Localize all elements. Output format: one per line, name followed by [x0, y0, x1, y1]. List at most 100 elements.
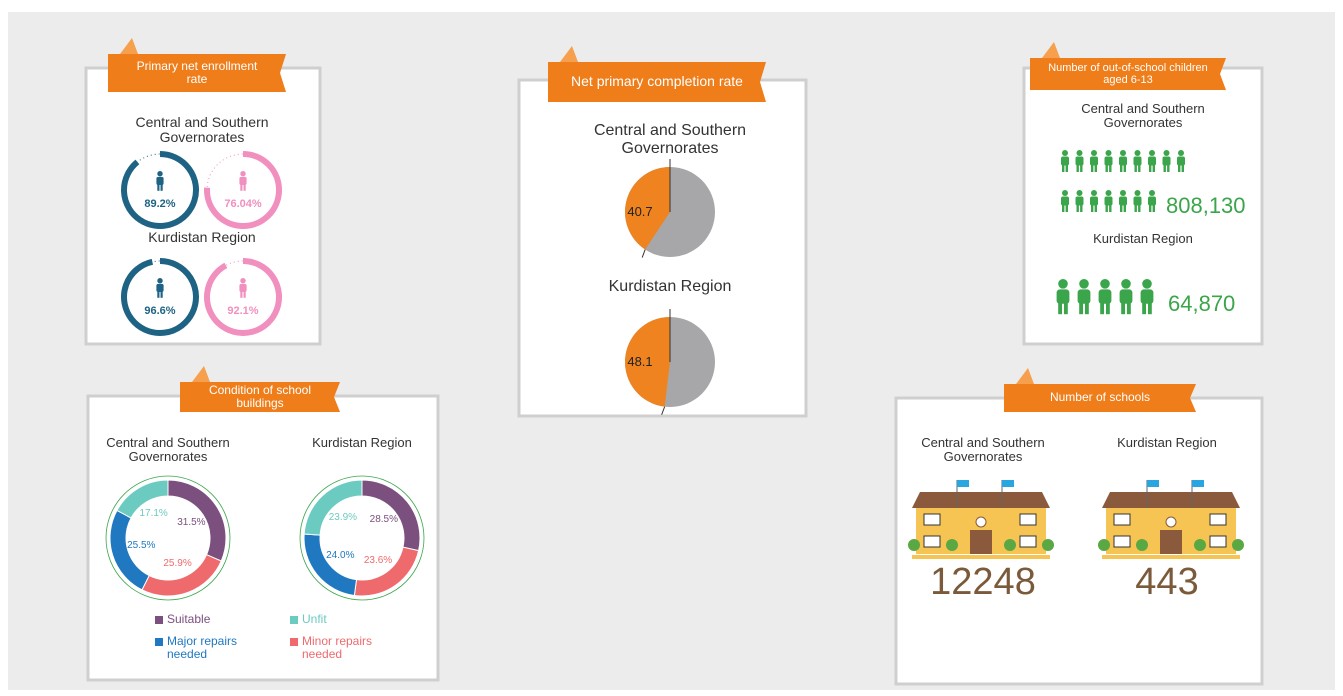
icon-leg: [1080, 165, 1082, 172]
panel-title: Condition of school buildings: [180, 382, 340, 412]
window: [1210, 536, 1226, 547]
icon-head: [1077, 150, 1083, 156]
group-name: Central and Southern Governorates: [893, 436, 1073, 465]
icon-body: [239, 284, 246, 292]
group-name: Central and Southern Governorates: [560, 122, 780, 157]
icon-body: [1057, 289, 1070, 303]
icon-body: [1105, 197, 1113, 206]
roof: [1102, 492, 1240, 508]
icon-body: [1105, 157, 1113, 166]
icon-head: [1062, 150, 1068, 156]
icon-head: [1142, 279, 1152, 289]
icon-leg: [1135, 165, 1137, 172]
window: [924, 536, 940, 547]
icon-head: [1091, 190, 1097, 196]
group-name: Central and Southern Governorates: [1053, 102, 1233, 131]
icon-leg: [1100, 303, 1104, 314]
icon-body: [1119, 197, 1127, 206]
icon-head: [1062, 190, 1068, 196]
value-label: 24.0%: [320, 550, 360, 561]
tree: [1194, 539, 1206, 551]
icon-leg: [1149, 205, 1151, 212]
panel-title: Number of out-of-school children aged 6-…: [1030, 58, 1226, 90]
legend-label: Major repairs needed: [167, 635, 257, 661]
value-label: 25.9%: [158, 558, 198, 569]
icon-leg: [1079, 303, 1083, 314]
icon-leg: [240, 292, 242, 298]
window: [1210, 514, 1226, 525]
icon-body: [156, 177, 163, 185]
ground: [1102, 555, 1240, 559]
icon-head: [1121, 279, 1131, 289]
icon-leg: [1120, 205, 1122, 212]
panel-title: Number of schools: [1004, 384, 1196, 412]
icon-body: [1076, 197, 1084, 206]
value-label: 28.5%: [364, 514, 404, 525]
value-label: 23.6%: [358, 555, 398, 566]
panel-title: Net primary completion rate: [548, 62, 766, 102]
icon-leg: [1138, 205, 1140, 212]
clock: [1166, 517, 1176, 527]
icon-head: [1079, 279, 1089, 289]
value-label: 23.9%: [323, 512, 363, 523]
icon-leg: [1127, 303, 1131, 314]
icon-leg: [1153, 165, 1155, 172]
tree: [1136, 539, 1148, 551]
infographic: Primary net enrollment rateCentral and S…: [0, 0, 1343, 696]
icon-head: [1149, 190, 1155, 196]
value-label: 443: [1087, 562, 1247, 604]
icon-leg: [1095, 165, 1097, 172]
icon-leg: [1077, 205, 1079, 212]
door: [1160, 530, 1182, 554]
clock: [976, 517, 986, 527]
group-name: Kurdistan Region: [110, 230, 294, 245]
icon-body: [1099, 289, 1112, 303]
legend-swatch: [155, 616, 163, 624]
icon-leg: [1142, 303, 1146, 314]
panel: [86, 68, 320, 344]
icon-body: [1090, 157, 1098, 166]
window: [1114, 536, 1130, 547]
icon-leg: [1149, 165, 1151, 172]
icon-leg: [1085, 303, 1089, 314]
window: [1020, 536, 1036, 547]
icon-leg: [240, 185, 242, 191]
value-label: 808,130: [1166, 194, 1256, 218]
icon-body: [1148, 157, 1156, 166]
icon-leg: [1106, 205, 1108, 212]
icon-head: [1058, 279, 1068, 289]
ground: [912, 555, 1050, 559]
value-label: 17.1%: [134, 508, 174, 519]
window: [924, 514, 940, 525]
tree: [1098, 539, 1110, 551]
icon-body: [1076, 157, 1084, 166]
icon-body: [239, 177, 246, 185]
icon-head: [1106, 150, 1112, 156]
icon-head: [240, 278, 245, 283]
icon-body: [156, 284, 163, 292]
icon-leg: [1120, 165, 1122, 172]
icon-leg: [1106, 165, 1108, 172]
icon-leg: [1109, 205, 1111, 212]
icon-leg: [1124, 205, 1126, 212]
icon-leg: [1109, 165, 1111, 172]
icon-leg: [1167, 165, 1169, 172]
icon-leg: [1066, 205, 1068, 212]
icon-leg: [1058, 303, 1062, 314]
icon-head: [1077, 190, 1083, 196]
value-label: 92.1%: [213, 305, 273, 317]
window: [1114, 514, 1130, 525]
flag: [957, 480, 969, 487]
group-name: Kurdistan Region: [560, 278, 780, 296]
icon-leg: [1080, 205, 1082, 212]
icon-head: [1100, 279, 1110, 289]
tree: [1042, 539, 1054, 551]
value-label: 40.7: [620, 205, 660, 219]
icon-leg: [1095, 205, 1097, 212]
icon-head: [1135, 150, 1141, 156]
icon-leg: [1121, 303, 1125, 314]
icon-leg: [244, 185, 246, 191]
icon-leg: [1091, 205, 1093, 212]
icon-leg: [1178, 165, 1180, 172]
value-label: 96.6%: [130, 305, 190, 317]
